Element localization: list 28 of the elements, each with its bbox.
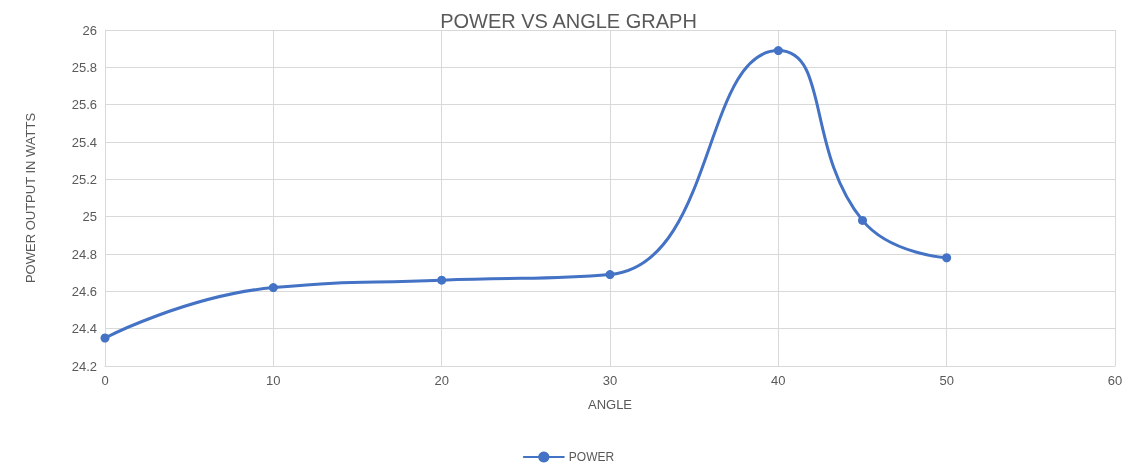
x-axis-title: ANGLE bbox=[587, 397, 633, 412]
chart-title: POWER VS ANGLE GRAPH bbox=[440, 10, 697, 32]
x-tick-label: 10 bbox=[266, 373, 281, 388]
y-tick-label: 25 bbox=[82, 209, 97, 225]
point bbox=[942, 253, 952, 263]
y-tick-label: 25.4 bbox=[71, 134, 97, 150]
y-tick-label: 25.6 bbox=[71, 97, 97, 113]
y-axis-title: POWER OUTPUT IN WATTS bbox=[23, 112, 38, 284]
legend-label: POWER bbox=[568, 450, 615, 464]
point bbox=[268, 283, 278, 293]
point bbox=[605, 270, 615, 280]
x-tick-label: 30 bbox=[602, 373, 618, 388]
y-tick-label: 24.8 bbox=[71, 246, 97, 262]
x-tick-label: 40 bbox=[771, 373, 786, 388]
y-tick-label: 24.4 bbox=[71, 321, 97, 337]
x-tick-label: 50 bbox=[939, 373, 954, 388]
x-tick-label: 0 bbox=[101, 373, 109, 388]
x-tick-label: 60 bbox=[1107, 373, 1123, 388]
y-tick-label: 25.8 bbox=[71, 59, 97, 75]
point bbox=[773, 46, 783, 56]
point bbox=[437, 275, 447, 285]
y-tick-label: 26 bbox=[82, 22, 97, 38]
y-tick-label: 24.2 bbox=[71, 358, 97, 374]
y-tick-label: 25.2 bbox=[71, 171, 97, 187]
point bbox=[100, 333, 110, 343]
y-tick-label: 24.6 bbox=[71, 283, 97, 299]
x-tick-label: 20 bbox=[434, 373, 449, 388]
point bbox=[858, 215, 867, 225]
